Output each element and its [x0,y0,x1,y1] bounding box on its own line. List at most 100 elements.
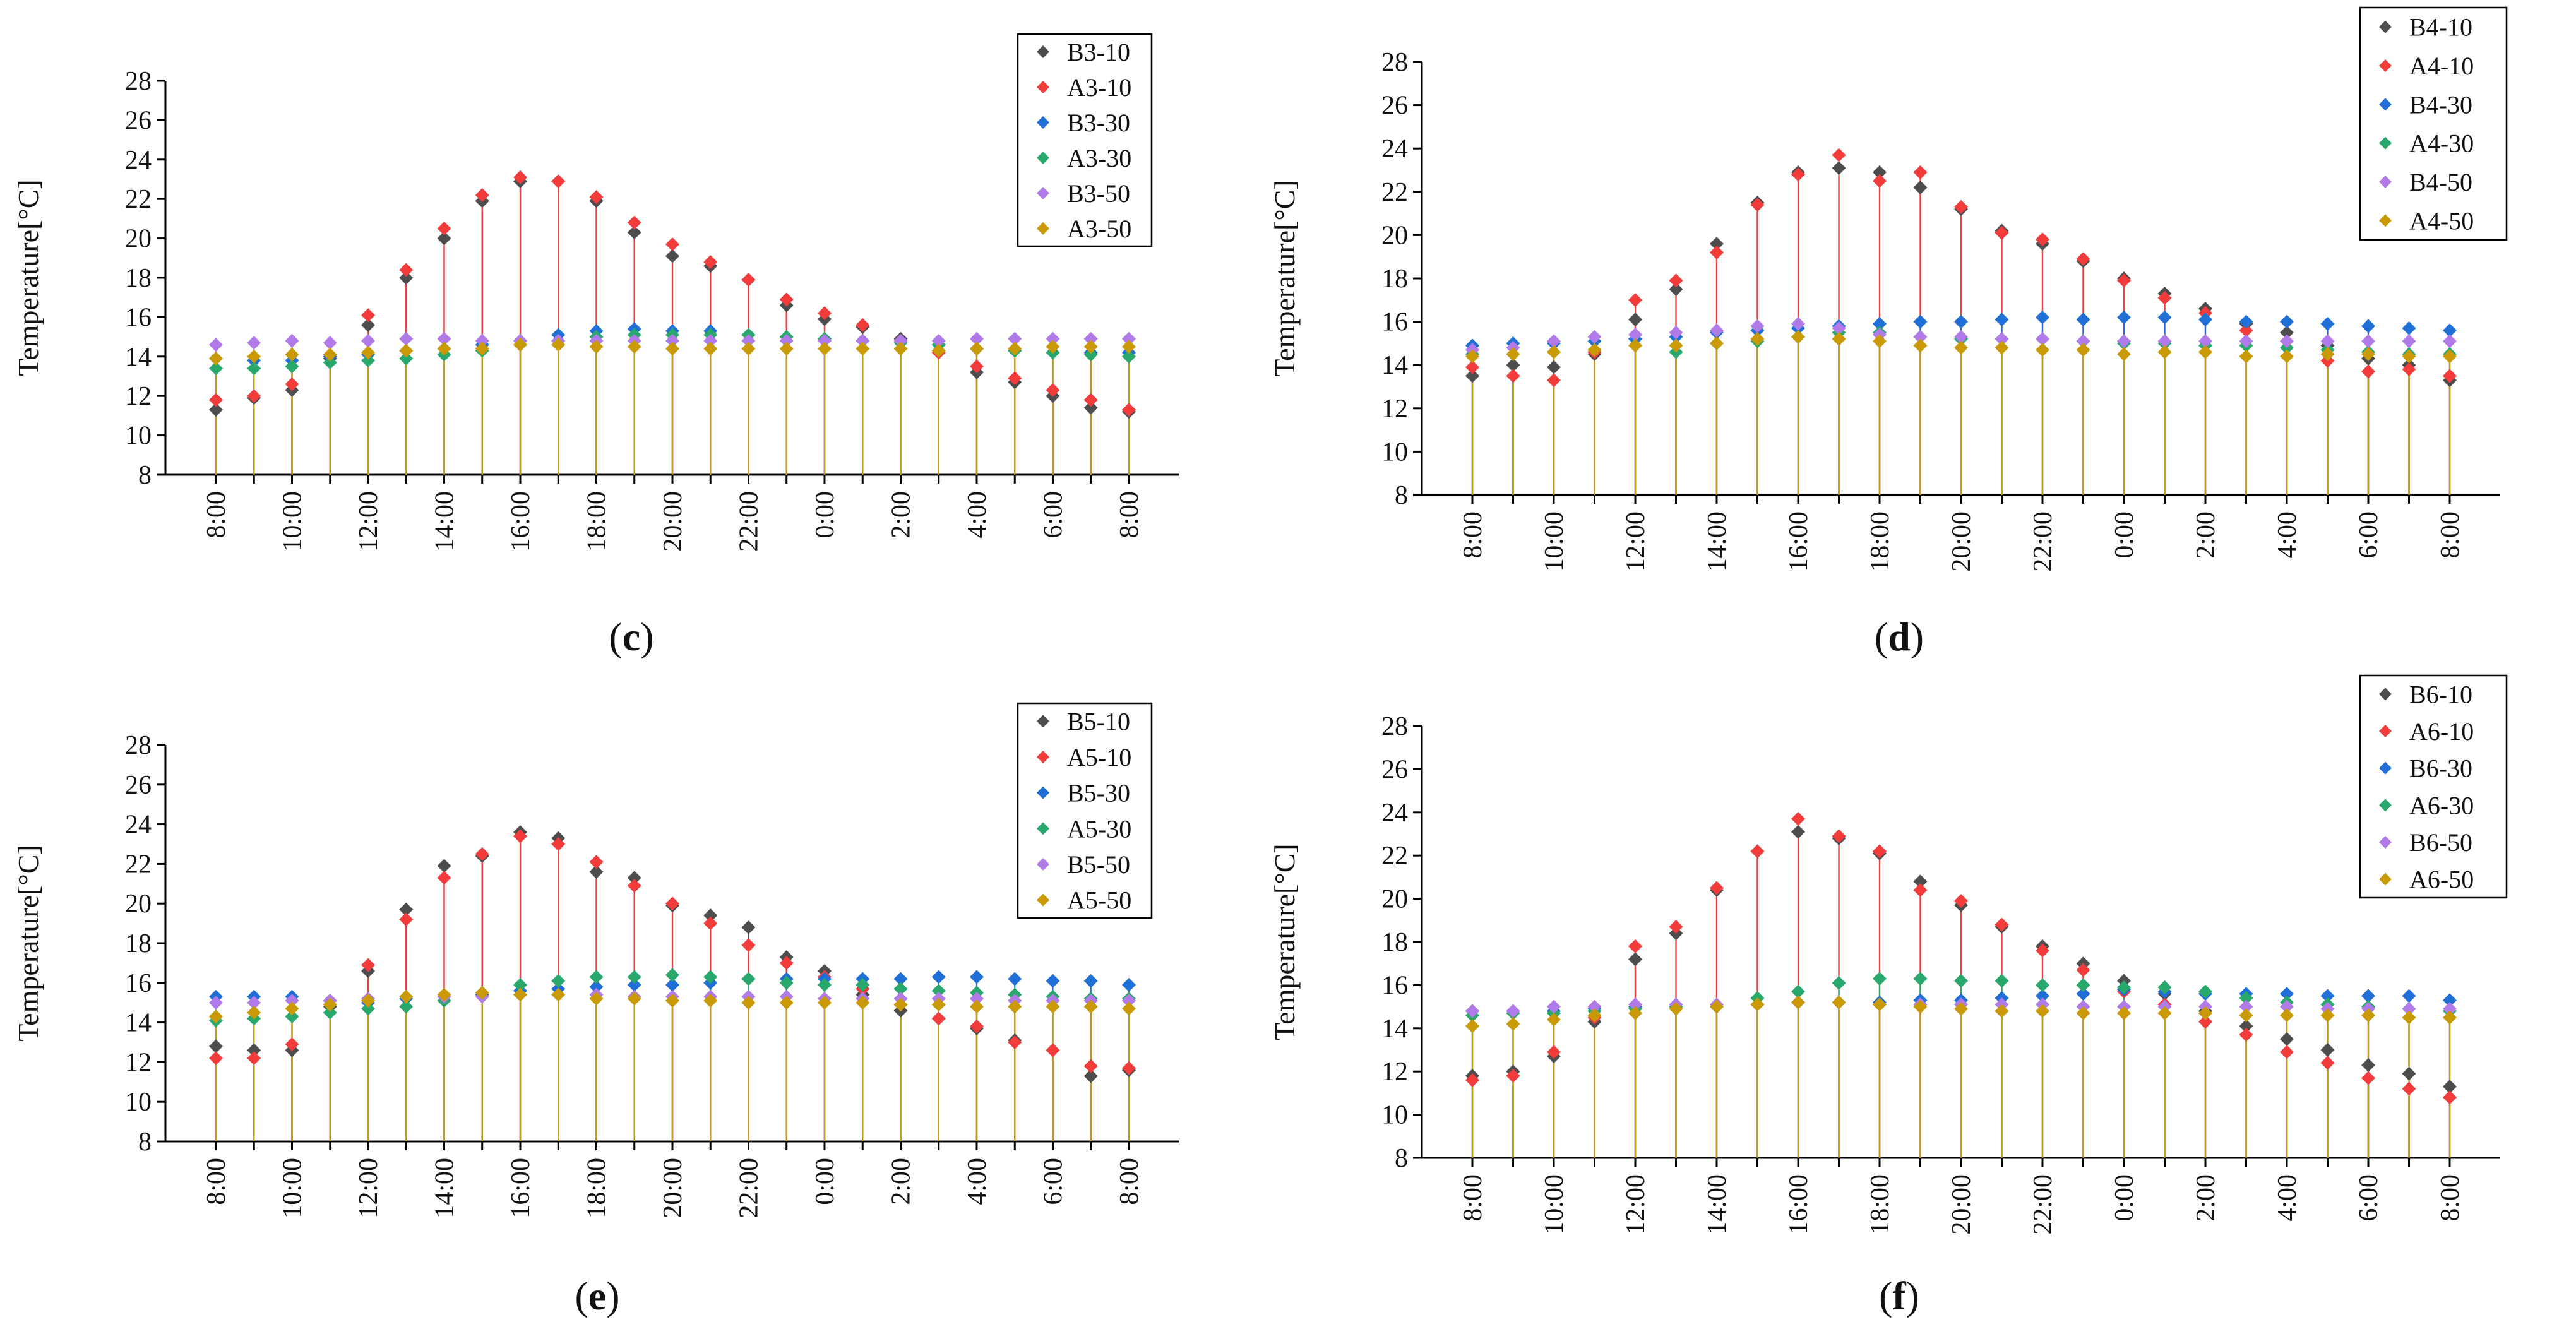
data-point [2117,980,2131,994]
data-point [399,902,414,917]
data-point [2117,310,2131,325]
legend-label: A3-30 [1067,144,1131,172]
y-tick-label: 16 [125,969,152,998]
x-tick-label: 8:00 [202,1158,231,1205]
data-point [1995,332,2009,347]
x-tick-label: 18:00 [1866,511,1895,572]
data-point [209,1009,223,1024]
data-point [1628,328,1642,342]
legend-marker [2379,872,2392,886]
legend-marker [1037,786,1049,799]
data-point [2036,1004,2049,1018]
x-tick-label: 2:00 [887,1158,916,1205]
data-point [399,331,414,346]
data-point [1587,330,1602,344]
data-point [2036,232,2049,247]
y-tick-label: 24 [1381,134,1408,164]
x-tick-label: 4:00 [963,491,992,539]
data-point [2198,1015,2212,1029]
data-point [1954,974,1968,988]
data-point [893,342,908,356]
data-point [856,996,870,1010]
data-point [1995,1004,2009,1018]
x-tick-label: 10:00 [1540,511,1569,572]
panel-label: (d) [1875,614,1924,659]
data-point [970,999,984,1014]
data-point [1008,342,1022,356]
y-tick-label: 24 [125,146,152,175]
data-point [741,972,756,986]
data-point [2402,1010,2416,1025]
y-tick-label: 20 [125,225,152,254]
data-point [2076,252,2090,266]
data-point [2280,334,2294,348]
y-tick-label: 14 [1381,351,1408,380]
y-tick-label: 12 [125,1048,152,1077]
panel-label: (c) [609,614,653,659]
data-point [1873,997,1887,1012]
data-point [1547,345,1561,359]
data-point [779,996,794,1010]
data-point [2036,943,2049,958]
x-tick-label: 14:00 [1703,511,1732,572]
data-point [2402,334,2416,348]
data-point [323,355,337,370]
data-point [589,340,604,354]
data-point [2280,325,2294,340]
x-tick-label: 0:00 [2110,511,2139,559]
legend-label: B6-50 [2409,828,2472,857]
data-point [665,994,679,1008]
y-tick-label: 10 [125,1088,152,1117]
x-tick-label: 8:00 [1458,1174,1488,1222]
legend-marker [1037,822,1049,835]
data-point [2157,310,2172,325]
data-point [285,359,299,374]
data-point [665,977,679,992]
data-point [1954,1002,1968,1016]
data-point [970,359,984,374]
series-markers-A5-50 [209,986,1136,1024]
x-tick-label: 0:00 [2110,1174,2139,1222]
y-tick-label: 8 [138,1128,152,1157]
data-point [2076,343,2090,357]
data-point [818,333,832,348]
legend-marker [1037,715,1049,728]
data-point [2361,1057,2375,1072]
data-point [2443,1090,2457,1105]
data-point [2320,1043,2335,1057]
data-point [1913,165,1928,179]
legend-marker [2379,799,2392,812]
data-point [627,970,641,984]
data-point [2198,334,2212,348]
data-point [1628,939,1642,953]
data-point [1954,894,1968,908]
legend-label: A6-30 [2409,791,2474,819]
data-point [209,351,223,366]
data-point [361,958,375,972]
data-point [1669,273,1683,288]
x-tick-label: 10:00 [278,491,307,552]
x-tick-label: 8:00 [1115,491,1144,539]
data-point [285,1009,299,1024]
panel-letter: e [588,1273,606,1318]
x-tick-label: 22:00 [735,1158,764,1218]
data-point [1832,975,1846,990]
data-point [1008,371,1022,386]
legend-label: B5-30 [1067,779,1130,807]
data-point [437,871,451,885]
data-point [2239,314,2253,329]
y-tick-label: 8 [1395,1144,1408,1173]
data-point [589,980,604,994]
data-point [2443,1080,2457,1094]
legend-label: A4-30 [2409,129,2474,158]
data-point [665,333,679,348]
data-point [475,986,489,1000]
data-point [589,991,604,1006]
y-tick-label: 14 [125,1009,152,1038]
data-point [2239,323,2253,338]
legend-label: A6-10 [2409,717,2474,746]
data-point [551,987,566,1002]
data-point [1913,972,1928,986]
data-point [1750,332,1765,347]
legend-marker [1037,751,1049,763]
